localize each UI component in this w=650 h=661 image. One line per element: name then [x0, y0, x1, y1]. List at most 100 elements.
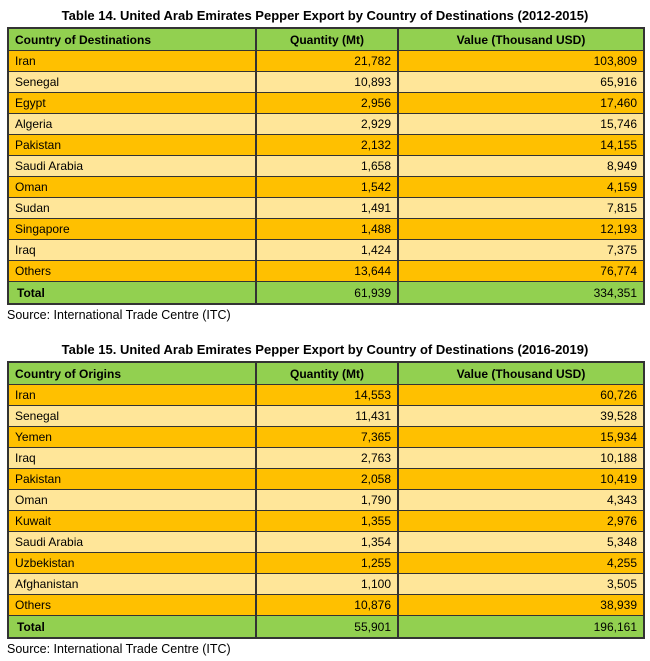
- value-cell: 14,155: [397, 134, 645, 156]
- country-cell: Iran: [7, 50, 257, 72]
- total-value: 196,161: [397, 615, 645, 639]
- country-cell: Afghanistan: [7, 573, 257, 595]
- value-cell: 3,505: [397, 573, 645, 595]
- table-14-header-row: Country of Destinations Quantity (Mt) Valu…: [7, 27, 645, 51]
- value-cell: 39,528: [397, 405, 645, 427]
- country-cell: Iraq: [7, 447, 257, 469]
- country-cell: Iraq: [7, 239, 257, 261]
- table-row: Uzbekistan 1,255 4,255: [7, 552, 645, 574]
- quantity-cell: 21,782: [255, 50, 399, 72]
- value-cell: 4,255: [397, 552, 645, 574]
- total-quantity: 55,901: [255, 615, 399, 639]
- column-header: Quantity (Mt): [255, 27, 399, 51]
- quantity-cell: 1,354: [255, 531, 399, 553]
- country-cell: Saudi Arabia: [7, 531, 257, 553]
- quantity-cell: 7,365: [255, 426, 399, 448]
- country-cell: Kuwait: [7, 510, 257, 532]
- table-row: Oman 1,542 4,159: [7, 176, 645, 198]
- country-cell: Oman: [7, 176, 257, 198]
- country-cell: Others: [7, 260, 257, 282]
- table-row: Iraq 1,424 7,375: [7, 239, 645, 261]
- country-cell: Singapore: [7, 218, 257, 240]
- table-row: Iran 14,553 60,726: [7, 384, 645, 406]
- table-row: Algeria 2,929 15,746: [7, 113, 645, 135]
- table-15-body: Iran 14,553 60,726 Senegal 11,431 39,528 Yemen…: [7, 384, 645, 616]
- table-15-total-row: Total 55,901 196,161: [7, 615, 645, 639]
- value-cell: 60,726: [397, 384, 645, 406]
- table-15-title: Table 15. United Arab Emirates Pepper Ex…: [61, 342, 589, 357]
- country-cell: Iran: [7, 384, 257, 406]
- table-15-section: Table 15. United Arab Emirates Pepper Ex…: [7, 342, 645, 657]
- quantity-cell: 1,542: [255, 176, 399, 198]
- country-cell: Egypt: [7, 92, 257, 114]
- quantity-cell: 10,876: [255, 594, 399, 616]
- quantity-cell: 1,658: [255, 155, 399, 177]
- table-14-source: Source: International Trade Centre (ITC): [7, 308, 231, 322]
- quantity-cell: 10,893: [255, 71, 399, 93]
- table-row: Saudi Arabia 1,354 5,348: [7, 531, 645, 553]
- quantity-cell: 1,255: [255, 552, 399, 574]
- quantity-cell: 1,355: [255, 510, 399, 532]
- column-header: Country of Destinations: [7, 27, 257, 51]
- quantity-cell: 14,553: [255, 384, 399, 406]
- total-quantity: 61,939: [255, 281, 399, 305]
- table-row: Egypt 2,956 17,460: [7, 92, 645, 114]
- country-cell: Uzbekistan: [7, 552, 257, 574]
- value-cell: 12,193: [397, 218, 645, 240]
- value-cell: 15,746: [397, 113, 645, 135]
- quantity-cell: 2,763: [255, 447, 399, 469]
- table-row: Oman 1,790 4,343: [7, 489, 645, 511]
- table-14-section: Table 14. United Arab Emirates Pepper Ex…: [7, 8, 645, 323]
- quantity-cell: 1,424: [255, 239, 399, 261]
- country-cell: Senegal: [7, 71, 257, 93]
- value-cell: 103,809: [397, 50, 645, 72]
- country-cell: Pakistan: [7, 468, 257, 490]
- country-cell: Sudan: [7, 197, 257, 219]
- country-cell: Saudi Arabia: [7, 155, 257, 177]
- table-row: Pakistan 2,132 14,155: [7, 134, 645, 156]
- quantity-cell: 13,644: [255, 260, 399, 282]
- total-label: Total: [7, 615, 257, 639]
- country-cell: Pakistan: [7, 134, 257, 156]
- table-row: Yemen 7,365 15,934: [7, 426, 645, 448]
- value-cell: 8,949: [397, 155, 645, 177]
- table-row: Pakistan 2,058 10,419: [7, 468, 645, 490]
- value-cell: 15,934: [397, 426, 645, 448]
- table-14-title: Table 14. United Arab Emirates Pepper Ex…: [61, 8, 589, 23]
- quantity-cell: 2,956: [255, 92, 399, 114]
- country-cell: Yemen: [7, 426, 257, 448]
- quantity-cell: 2,929: [255, 113, 399, 135]
- column-header: Country of Origins: [7, 361, 257, 385]
- value-cell: 76,774: [397, 260, 645, 282]
- value-cell: 2,976: [397, 510, 645, 532]
- table-row: Others 13,644 76,774: [7, 260, 645, 282]
- table-14-body: Iran 21,782 103,809 Senegal 10,893 65,916 Egyp…: [7, 50, 645, 282]
- table-row: Senegal 11,431 39,528: [7, 405, 645, 427]
- value-cell: 4,343: [397, 489, 645, 511]
- column-header: Quantity (Mt): [255, 361, 399, 385]
- country-cell: Others: [7, 594, 257, 616]
- value-cell: 5,348: [397, 531, 645, 553]
- table-row: Kuwait 1,355 2,976: [7, 510, 645, 532]
- table-15-header-row: Country of Origins Quantity (Mt) Value (Th…: [7, 361, 645, 385]
- table-row: Iraq 2,763 10,188: [7, 447, 645, 469]
- column-header: Value (Thousand USD): [397, 361, 645, 385]
- quantity-cell: 1,491: [255, 197, 399, 219]
- value-cell: 38,939: [397, 594, 645, 616]
- value-cell: 10,419: [397, 468, 645, 490]
- table-row: Senegal 10,893 65,916: [7, 71, 645, 93]
- quantity-cell: 2,058: [255, 468, 399, 490]
- table-row: Singapore 1,488 12,193: [7, 218, 645, 240]
- table-14: Country of Destinations Quantity (Mt) Valu…: [7, 27, 645, 305]
- value-cell: 10,188: [397, 447, 645, 469]
- country-cell: Algeria: [7, 113, 257, 135]
- country-cell: Senegal: [7, 405, 257, 427]
- value-cell: 17,460: [397, 92, 645, 114]
- total-value: 334,351: [397, 281, 645, 305]
- value-cell: 65,916: [397, 71, 645, 93]
- table-row: Others 10,876 38,939: [7, 594, 645, 616]
- total-label: Total: [7, 281, 257, 305]
- table-14-total-row: Total 61,939 334,351: [7, 281, 645, 305]
- table-15: Country of Origins Quantity (Mt) Value (Th…: [7, 361, 645, 639]
